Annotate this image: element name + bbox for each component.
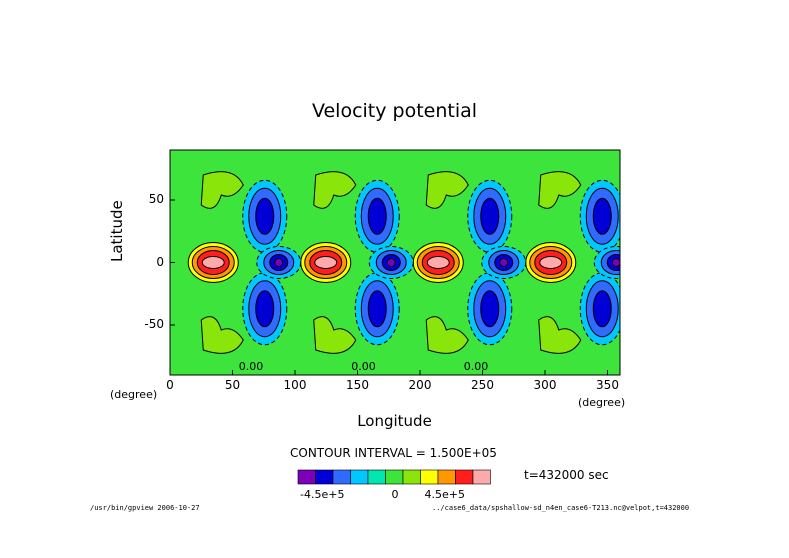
x-tick-label-200: 200 xyxy=(408,378,432,392)
colorbar-label-2: 4.5e+5 xyxy=(424,488,465,501)
colorbar-cell-2 xyxy=(332,469,351,485)
lobe-north-1 xyxy=(313,171,357,209)
eq-low-contour-3-3 xyxy=(611,258,620,267)
colorbar-cell-7 xyxy=(420,469,439,485)
zero-label-1: 0.00 xyxy=(351,360,376,373)
colorbar-cell-6 xyxy=(402,469,421,485)
lobe-south-0 xyxy=(200,316,244,354)
time-label: t=432000 sec xyxy=(524,468,609,482)
x-axis-label: Longitude xyxy=(357,412,432,430)
zero-label-2: 0.00 xyxy=(463,360,489,373)
y-ticks xyxy=(170,199,175,326)
low-contour-3-0-2 xyxy=(592,197,612,235)
high-contour-1-3 xyxy=(314,256,338,269)
colorbar-label-1: 0 xyxy=(391,488,399,501)
x-tick-label-350: 350 xyxy=(596,378,619,392)
lobe-south-3 xyxy=(538,316,582,354)
contour-interval-note: CONTOUR INTERVAL = 1.500E+05 xyxy=(290,446,497,460)
eq-low-contour-1-3 xyxy=(386,258,396,267)
high-contour-3-3 xyxy=(539,256,563,269)
eq-low-contour-0-3 xyxy=(274,258,284,267)
low-contour-1-1-2 xyxy=(367,290,387,328)
lobe-north-0 xyxy=(200,171,244,209)
footer-left: /usr/bin/gpview 2006-10-27 xyxy=(90,504,200,512)
y-axis-label: Latitude xyxy=(108,200,126,262)
low-contour-1-0-2 xyxy=(367,197,387,235)
x-tick-label-250: 250 xyxy=(471,378,494,392)
lobe-north-2 xyxy=(425,171,469,209)
colorbar-cell-5 xyxy=(385,469,404,485)
colorbar-cell-0 xyxy=(297,469,316,485)
x-tick-label-100: 100 xyxy=(283,378,307,392)
footer-right: ../case6_data/spshallow-sd_n4en_case6-T2… xyxy=(432,504,690,512)
x-unit-right: (degree) xyxy=(578,396,626,409)
lobe-south-2 xyxy=(425,316,469,354)
x-unit-left: (degree) xyxy=(110,388,158,401)
colorbar-label-0: -4.5e+5 xyxy=(300,488,345,501)
colorbar-cell-10 xyxy=(472,469,491,485)
low-contour-0-0-2 xyxy=(255,197,275,235)
x-tick-label-50: 50 xyxy=(224,378,241,392)
contour-fields xyxy=(187,171,620,354)
x-tick-label-300: 300 xyxy=(533,378,557,392)
colorbar-cell-4 xyxy=(367,469,386,485)
high-contour-2-3 xyxy=(426,256,450,269)
low-contour-2-1-2 xyxy=(480,290,500,328)
lobe-north-3 xyxy=(538,171,582,209)
high-contour-0-3 xyxy=(201,256,225,269)
colorbar-cell-1 xyxy=(315,469,334,485)
low-contour-3-1-2 xyxy=(592,290,612,328)
x-tick-label-0: 0 xyxy=(166,378,174,392)
zero-label-0: 0.00 xyxy=(238,360,264,373)
y-tick-label-0: 0 xyxy=(156,254,164,269)
low-contour-0-1-2 xyxy=(255,290,275,328)
colorbar-cell-9 xyxy=(455,469,474,485)
chart-title: Velocity potential xyxy=(311,100,478,122)
eq-low-contour-2-3 xyxy=(499,258,509,267)
low-contour-2-0-2 xyxy=(480,197,500,235)
colorbar-cell-3 xyxy=(350,469,369,485)
y-tick-label-50: 50 xyxy=(148,192,164,206)
colorbar-cell-8 xyxy=(437,469,456,485)
x-tick-label-150: 150 xyxy=(346,378,369,392)
y-tick-label--50: -50 xyxy=(144,317,164,331)
lobe-south-1 xyxy=(313,316,357,354)
colorbar xyxy=(297,469,491,485)
x-ticks xyxy=(169,370,608,375)
